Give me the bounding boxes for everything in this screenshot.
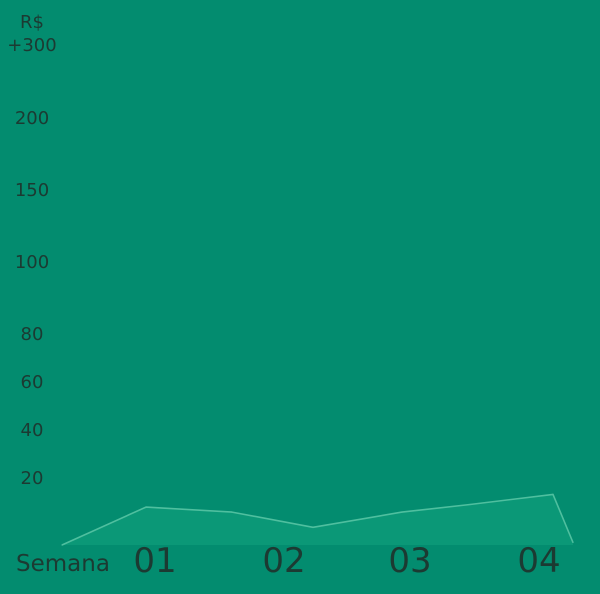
y-tick-label: 40 <box>21 420 44 441</box>
x-tick-label: 04 <box>517 541 560 581</box>
x-tick-label: 03 <box>388 541 431 581</box>
data-point <box>572 541 574 544</box>
series-points <box>61 493 574 546</box>
x-axis-label: Semana <box>16 551 110 577</box>
data-point <box>231 511 233 513</box>
series-line <box>61 493 574 546</box>
data-point <box>469 503 471 506</box>
y-unit-label: R$ <box>20 12 44 33</box>
data-point <box>401 511 403 513</box>
data-point <box>145 506 147 508</box>
y-tick-label: 200 <box>15 108 49 129</box>
y-tick-label: 60 <box>21 372 44 393</box>
y-tick-label: 20 <box>21 468 44 489</box>
y-tick-label: +300 <box>7 35 56 56</box>
x-axis-ticks: 01 02 03 04 <box>133 541 560 581</box>
data-point <box>552 493 554 495</box>
y-axis-ticks: +300 200 150 100 80 60 40 20 <box>7 35 56 489</box>
y-tick-label: 100 <box>15 252 49 273</box>
series-area-fill <box>62 494 573 545</box>
x-tick-label: 01 <box>133 541 176 581</box>
y-tick-label: 80 <box>21 324 44 345</box>
data-point <box>312 526 314 528</box>
data-point <box>61 544 63 546</box>
x-tick-label: 02 <box>262 541 305 581</box>
y-tick-label: 150 <box>15 180 49 201</box>
